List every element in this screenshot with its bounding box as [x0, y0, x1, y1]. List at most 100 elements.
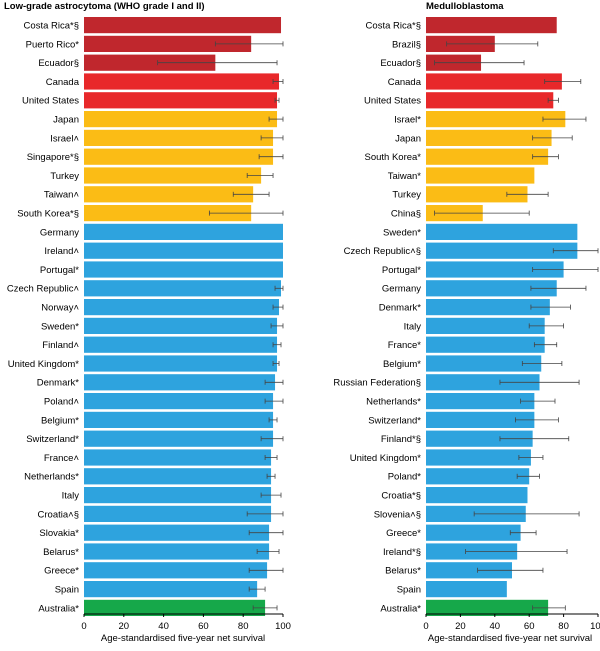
- category-label: Costa Rica*§: [24, 21, 79, 32]
- bar: Australia*: 71: [426, 599, 549, 616]
- bar: Belarus*: 50: [426, 562, 512, 579]
- x-tick-label: 80: [238, 621, 249, 632]
- category-label: Singapore*§: [27, 152, 79, 163]
- category-label: Germany: [382, 284, 421, 295]
- bar: Denmark*: 96: [84, 374, 276, 391]
- x-axis-label: Age-standardised five-year net survival: [428, 633, 592, 644]
- bar: Portugal*: 80: [426, 261, 564, 278]
- category-label: Croatia˄§: [38, 509, 79, 520]
- bar: Greece*: 55: [426, 524, 521, 541]
- bar: Spain: 87: [84, 581, 258, 598]
- category-label: United Kingdom*: [350, 453, 422, 464]
- bar: Belgium*: 67: [426, 355, 542, 372]
- category-label: Portugal*: [40, 265, 79, 276]
- category-label: Italy: [62, 491, 80, 502]
- x-axis-ticks: 0 20 40 60 80 100: [81, 621, 291, 632]
- bar: Croatia˄§: 94: [84, 505, 272, 522]
- bar: Netherlands*: 94: [84, 468, 272, 485]
- bar: Slovakia*: 93: [84, 524, 270, 541]
- category-label: France˄: [44, 453, 80, 464]
- bar: Singapore*§: 95: [84, 148, 274, 165]
- x-tick-label: 20: [455, 621, 466, 632]
- category-label: Australia*: [38, 603, 79, 614]
- category-label: Taiwan˄: [44, 190, 80, 201]
- bar: Australia*: 91: [84, 599, 266, 616]
- category-label: Turkey: [50, 171, 79, 182]
- bar: Japan: 73: [426, 129, 552, 146]
- bar: South Korea*§: 84: [84, 205, 252, 222]
- bar: Germany: 76: [426, 280, 557, 297]
- bar: Taiwan˄: 85: [84, 186, 254, 203]
- category-label: Slovenia˄§: [374, 509, 421, 520]
- category-label: Israel˄: [50, 133, 79, 144]
- category-label: Greece*: [44, 566, 79, 577]
- x-tick-label: 0: [423, 621, 428, 632]
- category-label: Ecuador§: [38, 58, 79, 69]
- category-label: Norway˄: [41, 303, 79, 314]
- bar: Germany: 100: [84, 223, 283, 240]
- error-bars: [157, 41, 284, 611]
- chart-title: Medulloblastoma: [426, 1, 504, 12]
- bar: Russian Federation§: 66: [426, 374, 540, 391]
- bar: United Kingdom*: 61: [426, 449, 531, 466]
- category-label: Turkey: [392, 190, 421, 201]
- category-label: Taiwan*: [388, 171, 422, 182]
- category-label: Switzerland*: [26, 434, 79, 445]
- bar: United Kingdom*: 97: [84, 355, 278, 372]
- chart-title: Low-grade astrocytoma (WHO grade I and I…: [4, 1, 205, 12]
- bar: Ireland˄: 100: [84, 242, 283, 259]
- category-label: Slovakia*: [39, 528, 79, 539]
- x-tick-label: 40: [490, 621, 501, 632]
- category-label: Netherlands*: [366, 397, 421, 408]
- category-label: China§: [391, 209, 421, 220]
- bar: Croatia*§: 59: [426, 487, 528, 504]
- category-label: United Kingdom*: [8, 359, 80, 370]
- panel-medulloblastoma: Medulloblastoma Age-standardised five-ye…: [333, 1, 600, 644]
- category-label: Russian Federation§: [333, 378, 421, 389]
- category-label: Denmark*: [379, 303, 422, 314]
- category-label: Australia*: [380, 603, 421, 614]
- category-label: South Korea*§: [17, 209, 79, 220]
- x-axis-label: Age-standardised five-year net survival: [101, 633, 265, 644]
- category-label: Costa Rica*§: [366, 21, 421, 32]
- category-label: Ecuador§: [380, 58, 421, 69]
- bar: Canada: 98: [84, 73, 280, 90]
- category-label: Israel*: [394, 115, 421, 126]
- category-label: South Korea*: [364, 152, 421, 163]
- category-label: Portugal*: [382, 265, 421, 276]
- category-label: Czech Republic˄: [7, 284, 80, 295]
- bar: Taiwan*: 63: [426, 167, 535, 184]
- category-label: Belgium*: [41, 415, 79, 426]
- bar: Switzerland*: 63: [426, 411, 535, 428]
- bar: Finland*§: 62: [426, 430, 533, 447]
- bar: Puerto Rico*: 84: [84, 35, 252, 52]
- category-label: Croatia*§: [381, 491, 421, 502]
- bar: Costa Rica*§: 99: [84, 17, 282, 34]
- bar: Switzerland*: 95: [84, 430, 274, 447]
- bar: France˄: 94: [84, 449, 272, 466]
- category-label: Sweden*: [383, 227, 421, 238]
- bar: Poland˄: 95: [84, 393, 274, 410]
- bar: Czech Republic˄: 99: [84, 280, 282, 297]
- bar: United States: 97: [84, 92, 278, 109]
- bar: Israel*: 81: [426, 111, 566, 128]
- bar: Israel˄: 95: [84, 129, 274, 146]
- category-label: Poland˄: [44, 397, 80, 408]
- category-label: Sweden*: [41, 321, 79, 332]
- category-label: Belgium*: [383, 359, 421, 370]
- bar: Belarus*: 93: [84, 543, 270, 560]
- panel-low-grade-astrocytoma: Low-grade astrocytoma (WHO grade I and I…: [4, 1, 291, 644]
- x-axis-ticks: 0 20 40 60 80 100: [423, 621, 600, 632]
- bar: Czech Republic˄§: 88: [426, 242, 578, 259]
- bar: Spain: 47: [426, 581, 507, 598]
- x-tick-label: 40: [158, 621, 169, 632]
- bar: Japan: 97: [84, 111, 278, 128]
- category-label: Canada: [46, 77, 80, 88]
- category-label: Japan: [395, 133, 421, 144]
- bar: Netherlands*: 63: [426, 393, 535, 410]
- x-tick-label: 100: [590, 621, 600, 632]
- bar: Canada: 79: [426, 73, 562, 90]
- bar: Belgium*: 95: [84, 411, 274, 428]
- bars: Costa Rica*§: 99Puerto Rico*: 84 Ecuador§…: [84, 17, 283, 616]
